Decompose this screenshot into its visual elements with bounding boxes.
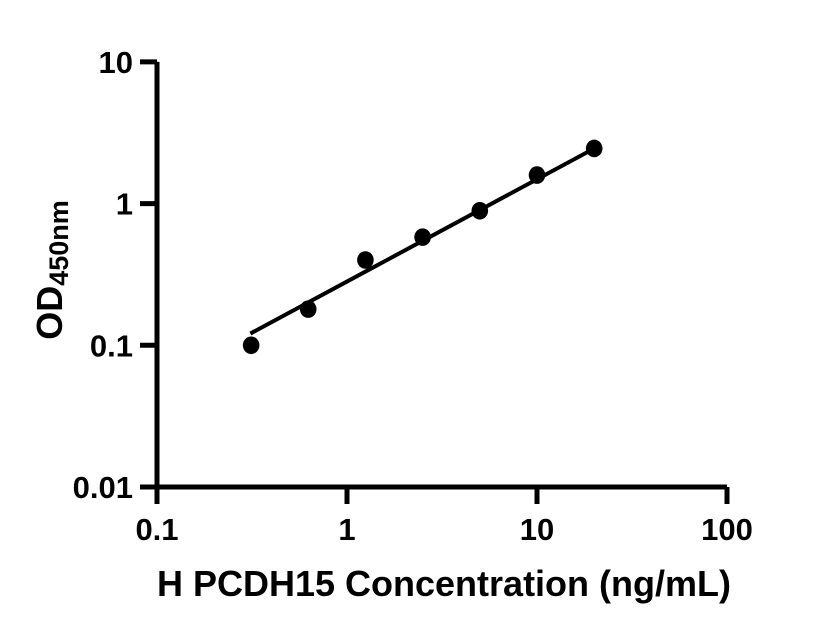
data-point <box>471 201 489 220</box>
plot-series <box>242 139 603 355</box>
axes <box>140 59 730 504</box>
x-tick-label: 100 <box>701 512 753 547</box>
data-point <box>414 228 431 246</box>
y-axis-title-subscript: 450nm <box>44 200 74 286</box>
y-axis-title: OD450nm <box>29 200 74 340</box>
x-tick-label: 10 <box>520 512 554 547</box>
data-point <box>299 300 317 318</box>
x-axis-title: H PCDH15 Concentration (ng/mL) <box>157 563 731 604</box>
y-tick-label: 1 <box>116 187 133 222</box>
data-point <box>357 251 374 269</box>
data-point <box>585 139 603 158</box>
y-tick-label: 10 <box>99 45 133 80</box>
y-axis-title-main: OD <box>29 286 70 340</box>
x-tick-label: 1 <box>338 512 355 547</box>
data-point <box>528 166 546 184</box>
x-tick-label: 0.1 <box>135 512 178 547</box>
y-tick-label: 0.01 <box>73 470 133 505</box>
data-point <box>242 336 260 355</box>
y-tick-label: 0.1 <box>90 328 133 363</box>
